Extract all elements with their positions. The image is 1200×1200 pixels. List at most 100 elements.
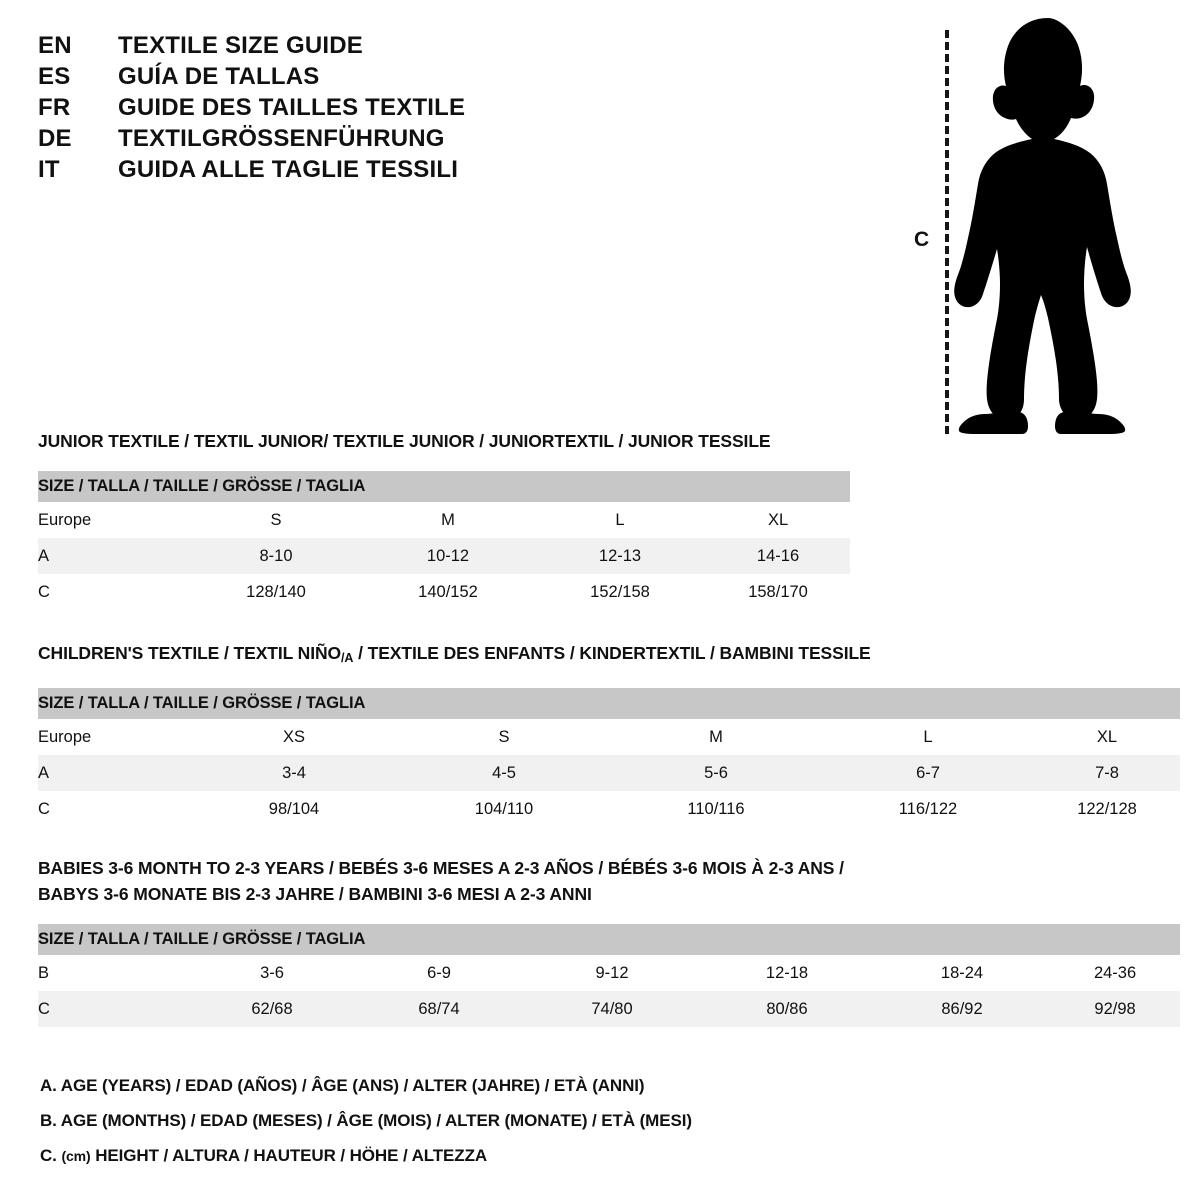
children-size-table: SIZE / TALLA / TAILLE / GRÖSSE / TAGLIA … [38, 688, 1181, 827]
row-label: A [38, 755, 190, 791]
cell-value: 3-6 [190, 955, 354, 991]
section-heading-children: CHILDREN'S TEXTILE / TEXTIL NIÑO/A / TEX… [38, 640, 1180, 671]
cell-value: 6-9 [354, 955, 524, 991]
cell-value: 92/98 [1050, 991, 1181, 1027]
cell-value: 116/122 [822, 791, 1034, 827]
row-label: Europe [38, 502, 190, 538]
legend-c-suffix: HEIGHT / ALTURA / HAUTEUR / HÖHE / ALTEZ… [90, 1146, 488, 1165]
guide-title-en: TEXTILE SIZE GUIDE [118, 32, 363, 59]
guide-title-de: TEXTILGRÖSSENFÜHRUNG [118, 125, 445, 152]
table-band-row: SIZE / TALLA / TAILLE / GRÖSSE / TAGLIA [38, 471, 851, 502]
guide-title-es: GUÍA DE TALLAS [118, 63, 320, 90]
table-row: C 98/104 104/110 110/116 116/122 122/128 [38, 791, 1181, 827]
section-childrens-textile: CHILDREN'S TEXTILE / TEXTIL NIÑO/A / TEX… [38, 640, 1181, 827]
table-band-row: SIZE / TALLA / TAILLE / GRÖSSE / TAGLIA [38, 924, 1181, 955]
language-code-de: DE [38, 125, 72, 152]
measurement-label-c: C [914, 228, 930, 251]
cell-value: M [610, 719, 822, 755]
section-junior-textile: JUNIOR TEXTILE / TEXTIL JUNIOR/ TEXTILE … [38, 428, 851, 610]
cell-value: 152/158 [534, 574, 706, 610]
cell-value: S [398, 719, 610, 755]
cell-value: XS [190, 719, 398, 755]
legend-line-b: B. AGE (MONTHS) / EDAD (MESES) / ÂGE (MO… [40, 1111, 692, 1130]
table-row: A 8-10 10-12 12-13 14-16 [38, 538, 851, 574]
section-heading-babies-line1: BABIES 3-6 MONTH TO 2-3 YEARS / BEBÉS 3-… [38, 858, 844, 878]
cell-value: 86/92 [874, 991, 1050, 1027]
band-label-size: SIZE / TALLA / TAILLE / GRÖSSE / TAGLIA [38, 924, 1181, 955]
language-code-es: ES [38, 63, 71, 90]
language-row-en: EN TEXTILE SIZE GUIDE [38, 32, 558, 63]
cell-value: L [534, 502, 706, 538]
cell-value: 18-24 [874, 955, 1050, 991]
legend-line-a: A. AGE (YEARS) / EDAD (AÑOS) / ÂGE (ANS)… [40, 1076, 645, 1095]
cell-value: 6-7 [822, 755, 1034, 791]
cell-value: 62/68 [190, 991, 354, 1027]
cell-value: 8-10 [190, 538, 362, 574]
cell-value: S [190, 502, 362, 538]
legend-c-prefix: C. [40, 1146, 62, 1165]
table-row: Europe S M L XL [38, 502, 851, 538]
cell-value: 68/74 [354, 991, 524, 1027]
row-label: B [38, 955, 190, 991]
section-heading-babies-line2: BABYS 3-6 MONATE BIS 2-3 JAHRE / BAMBINI… [38, 884, 592, 904]
cell-value: XL [706, 502, 851, 538]
legend-line-c: C. (cm) HEIGHT / ALTURA / HAUTEUR / HÖHE… [40, 1138, 692, 1174]
cell-value: 140/152 [362, 574, 534, 610]
cell-value: 110/116 [610, 791, 822, 827]
language-header-block: EN TEXTILE SIZE GUIDE ES GUÍA DE TALLAS … [38, 32, 558, 187]
cell-value: 12-18 [700, 955, 874, 991]
cell-value: 158/170 [706, 574, 851, 610]
language-code-it: IT [38, 156, 60, 183]
table-row: Europe XS S M L XL [38, 719, 1181, 755]
language-code-fr: FR [38, 94, 71, 121]
cell-value: 12-13 [534, 538, 706, 574]
band-label-size: SIZE / TALLA / TAILLE / GRÖSSE / TAGLIA [38, 688, 1181, 719]
cell-value: 3-4 [190, 755, 398, 791]
cell-value: L [822, 719, 1034, 755]
table-row: A 3-4 4-5 5-6 6-7 7-8 [38, 755, 1181, 791]
row-label: C [38, 574, 190, 610]
heading-text-pre: CHILDREN'S TEXTILE / TEXTIL NIÑO [38, 643, 342, 663]
cell-value: 80/86 [700, 991, 874, 1027]
height-measurement-figure: C [900, 8, 1190, 438]
cell-value: 122/128 [1034, 791, 1181, 827]
cell-value: 5-6 [610, 755, 822, 791]
section-babies-textile: BABIES 3-6 MONTH TO 2-3 YEARS / BEBÉS 3-… [38, 855, 1181, 1027]
cell-value: 9-12 [524, 955, 700, 991]
cell-value: 14-16 [706, 538, 851, 574]
cell-value: 128/140 [190, 574, 362, 610]
row-label: Europe [38, 719, 190, 755]
cell-value: 104/110 [398, 791, 610, 827]
cell-value: 24-36 [1050, 955, 1181, 991]
language-row-fr: FR GUIDE DES TAILLES TEXTILE [38, 94, 558, 125]
legend-c-unit: (cm) [61, 1148, 91, 1164]
language-row-it: IT GUIDA ALLE TAGLIE TESSILI [38, 156, 558, 187]
toddler-silhouette-icon [954, 18, 1131, 434]
junior-size-table: SIZE / TALLA / TAILLE / GRÖSSE / TAGLIA … [38, 471, 851, 610]
language-row-de: DE TEXTILGRÖSSENFÜHRUNG [38, 125, 558, 156]
heading-text-subscript: /A [341, 651, 354, 665]
babies-size-table: SIZE / TALLA / TAILLE / GRÖSSE / TAGLIA … [38, 924, 1181, 1027]
table-row: C 62/68 68/74 74/80 80/86 86/92 92/98 [38, 991, 1181, 1027]
section-heading-junior: JUNIOR TEXTILE / TEXTIL JUNIOR/ TEXTILE … [38, 431, 771, 451]
table-row: B 3-6 6-9 9-12 12-18 18-24 24-36 [38, 955, 1181, 991]
measurement-legend: A. AGE (YEARS) / EDAD (AÑOS) / ÂGE (ANS)… [40, 1068, 692, 1174]
table-band-row: SIZE / TALLA / TAILLE / GRÖSSE / TAGLIA [38, 688, 1181, 719]
cell-value: XL [1034, 719, 1181, 755]
heading-text-post: / TEXTILE DES ENFANTS / KINDERTEXTIL / B… [353, 643, 871, 663]
height-dashed-line [945, 30, 949, 434]
row-label: C [38, 791, 190, 827]
band-label-size: SIZE / TALLA / TAILLE / GRÖSSE / TAGLIA [38, 471, 851, 502]
cell-value: M [362, 502, 534, 538]
language-code-en: EN [38, 32, 72, 59]
row-label: A [38, 538, 190, 574]
guide-title-it: GUIDA ALLE TAGLIE TESSILI [118, 156, 459, 183]
guide-title-fr: GUIDE DES TAILLES TEXTILE [118, 94, 466, 121]
table-row: C 128/140 140/152 152/158 158/170 [38, 574, 851, 610]
cell-value: 98/104 [190, 791, 398, 827]
cell-value: 7-8 [1034, 755, 1181, 791]
cell-value: 10-12 [362, 538, 534, 574]
language-row-es: ES GUÍA DE TALLAS [38, 63, 558, 94]
cell-value: 4-5 [398, 755, 610, 791]
cell-value: 74/80 [524, 991, 700, 1027]
